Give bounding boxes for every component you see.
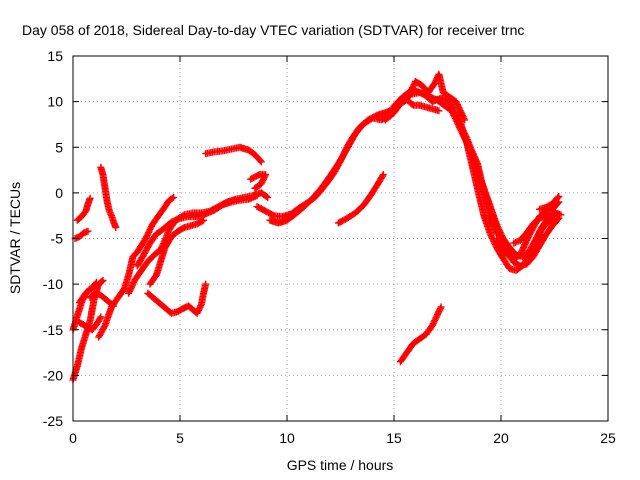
series-track-16 bbox=[253, 89, 565, 261]
y-tick-label: -10 bbox=[43, 276, 63, 292]
data-point bbox=[253, 192, 261, 200]
data-point bbox=[202, 280, 210, 288]
x-tick-label: 0 bbox=[69, 430, 77, 446]
grid-layer bbox=[73, 56, 608, 421]
series-track-10 bbox=[125, 189, 272, 297]
series-track-11 bbox=[133, 192, 261, 270]
data-point bbox=[98, 277, 106, 285]
series-track-15 bbox=[247, 171, 270, 192]
y-tick-label: -25 bbox=[43, 413, 63, 429]
data-point bbox=[510, 239, 518, 247]
chart-title: Day 058 of 2018, Sidereal Day-to-day VTE… bbox=[22, 22, 524, 38]
x-tick-label: 15 bbox=[386, 430, 402, 446]
x-tick-label: 20 bbox=[493, 430, 509, 446]
data-point bbox=[263, 193, 270, 200]
data-point bbox=[257, 158, 265, 166]
y-axis-label: SDTVAR / TECUs bbox=[7, 182, 23, 294]
series-track-24 bbox=[463, 139, 558, 274]
data-point bbox=[462, 133, 470, 141]
data-point bbox=[99, 277, 107, 284]
data-point bbox=[86, 194, 94, 202]
series-track-6 bbox=[75, 278, 100, 306]
data-point bbox=[146, 225, 154, 233]
tick-layer: 0 5 10 15 20 25 -25 -20 -15 -10 -5 0 5 10 15 bbox=[43, 48, 616, 446]
data-point bbox=[198, 217, 206, 225]
data-point bbox=[200, 216, 207, 224]
series-track-12 bbox=[146, 216, 207, 288]
series-track-5 bbox=[75, 313, 105, 334]
data-layer bbox=[69, 70, 565, 384]
data-point bbox=[256, 157, 264, 165]
series-track-3 bbox=[73, 194, 94, 224]
data-point bbox=[96, 314, 104, 322]
series-track-8 bbox=[97, 163, 120, 231]
data-point bbox=[93, 278, 100, 286]
x-tick-label: 10 bbox=[279, 430, 295, 446]
data-point bbox=[251, 184, 259, 192]
data-point bbox=[539, 213, 547, 221]
x-axis-label: GPS time / hours bbox=[287, 457, 394, 473]
y-tick-label: 15 bbox=[47, 48, 63, 64]
data-point bbox=[112, 224, 120, 231]
data-point bbox=[555, 193, 563, 200]
data-point bbox=[125, 289, 133, 297]
series-track-25 bbox=[454, 111, 501, 238]
data-point bbox=[437, 303, 445, 311]
data-point bbox=[555, 210, 563, 218]
y-tick-label: 0 bbox=[55, 185, 63, 201]
series-track-4 bbox=[71, 227, 92, 242]
series-track-26 bbox=[536, 193, 563, 213]
data-point bbox=[379, 172, 386, 180]
data-point bbox=[108, 301, 116, 309]
data-point bbox=[170, 193, 178, 201]
data-point bbox=[168, 194, 176, 202]
series-track-14 bbox=[202, 143, 265, 166]
data-point bbox=[252, 183, 260, 191]
x-tick-label: 25 bbox=[600, 430, 616, 446]
data-point bbox=[195, 306, 202, 314]
data-point bbox=[551, 214, 558, 222]
data-point bbox=[84, 227, 92, 235]
data-point bbox=[488, 221, 496, 229]
data-point bbox=[493, 230, 501, 238]
x-tick-label: 5 bbox=[176, 430, 184, 446]
data-point bbox=[106, 209, 114, 217]
data-point bbox=[110, 302, 118, 310]
data-point bbox=[554, 194, 562, 202]
data-point bbox=[92, 280, 99, 288]
y-tick-label: 10 bbox=[47, 94, 63, 110]
series-track-9 bbox=[86, 289, 118, 310]
data-point bbox=[269, 211, 277, 219]
data-point bbox=[435, 107, 443, 115]
data-point bbox=[264, 193, 272, 201]
y-tick-label: -20 bbox=[43, 367, 63, 383]
y-tick-label: -5 bbox=[51, 231, 64, 247]
series-track-7 bbox=[95, 193, 178, 341]
series-track-21 bbox=[396, 303, 445, 366]
series-track-20 bbox=[334, 171, 387, 227]
data-point bbox=[97, 313, 105, 321]
data-point bbox=[549, 215, 557, 223]
data-point bbox=[379, 171, 387, 179]
series-track-19 bbox=[381, 96, 443, 124]
series-track-13 bbox=[144, 280, 210, 317]
series-track-23 bbox=[510, 209, 563, 247]
y-tick-label: -15 bbox=[43, 322, 63, 338]
y-tick-label: 5 bbox=[55, 139, 63, 155]
